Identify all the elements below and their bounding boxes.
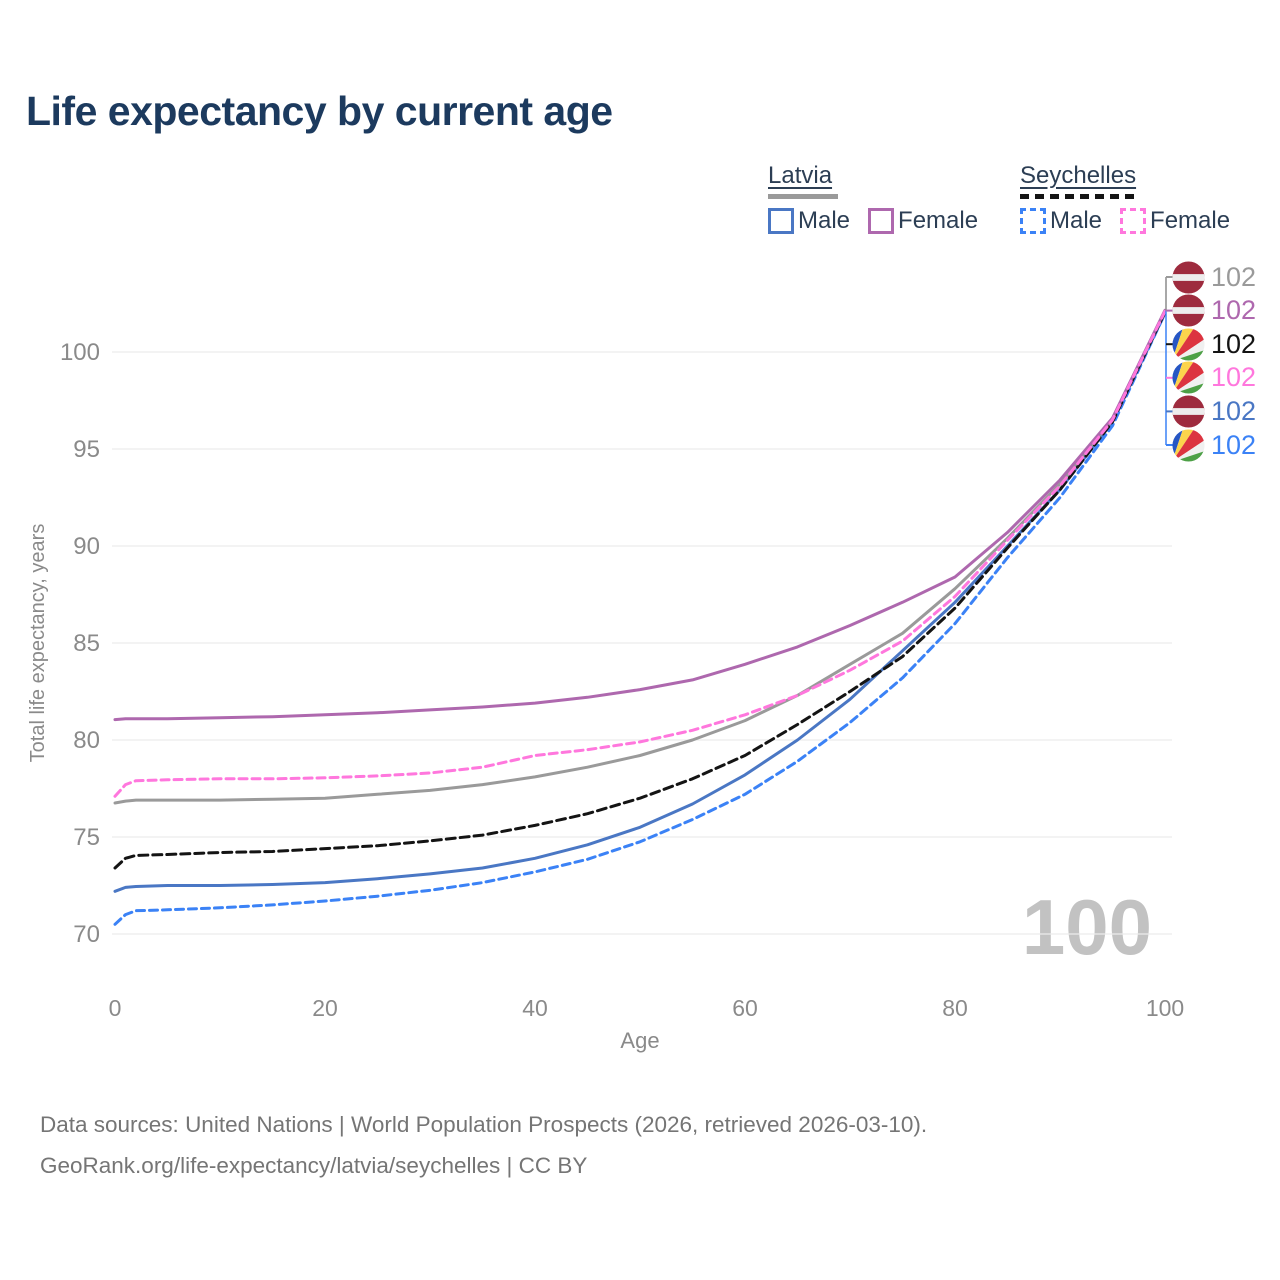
end-label-row-latvia-female: 102 bbox=[1172, 294, 1256, 328]
legend-latvia-line-sample bbox=[768, 194, 838, 199]
legend-item-label: Male bbox=[798, 207, 851, 234]
latvia-flag-icon bbox=[1172, 260, 1205, 294]
y-tick-label-70: 70 bbox=[73, 921, 100, 948]
latvia-female-swatch-icon bbox=[868, 208, 895, 234]
legend-item-latvia-male[interactable]: Male bbox=[768, 207, 850, 235]
x-tick-label-80: 80 bbox=[942, 995, 968, 1021]
series-line-seychelles-female[interactable] bbox=[113, 309, 1167, 798]
end-value: 102 bbox=[1211, 362, 1257, 393]
series-line-seychelles-male[interactable] bbox=[113, 311, 1167, 926]
x-tick-label-20: 20 bbox=[312, 995, 338, 1021]
y-tick-label-85: 85 bbox=[73, 630, 100, 657]
end-value: 102 bbox=[1211, 295, 1257, 326]
y-tick-label-95: 95 bbox=[73, 436, 100, 463]
seychelles-female-swatch-icon bbox=[1120, 208, 1147, 234]
footer-attribution: GeoRank.org/life-expectancy/latvia/seych… bbox=[40, 1153, 588, 1178]
x-tick-label-100: 100 bbox=[1146, 995, 1184, 1021]
end-value: 102 bbox=[1211, 429, 1257, 460]
end-value: 102 bbox=[1211, 395, 1257, 426]
end-label-row-latvia-total: 102 bbox=[1172, 260, 1256, 294]
legend-item-label: Male bbox=[1050, 207, 1103, 234]
end-value: 102 bbox=[1211, 261, 1257, 292]
end-label-row-seychelles-female: 102 bbox=[1172, 361, 1256, 395]
x-tick-label-40: 40 bbox=[522, 995, 548, 1021]
y-tick-label-100: 100 bbox=[60, 339, 100, 366]
series-line-seychelles-total[interactable] bbox=[113, 310, 1167, 870]
footer-sources: Data sources: United Nations | World Pop… bbox=[40, 1112, 928, 1137]
end-value: 102 bbox=[1211, 328, 1257, 359]
seychelles-flag-icon bbox=[1172, 428, 1205, 462]
series-line-latvia-total[interactable] bbox=[113, 309, 1167, 805]
legend-item-seychelles-male[interactable]: Male bbox=[1020, 207, 1102, 235]
y-axis-title: Total life expectancy, years bbox=[27, 524, 49, 763]
y-tick-label-75: 75 bbox=[73, 824, 100, 851]
end-label-row-seychelles-male: 102 bbox=[1172, 428, 1256, 462]
y-tick-label-80: 80 bbox=[73, 727, 100, 754]
seychelles-flag-icon bbox=[1172, 328, 1205, 361]
x-tick-label-60: 60 bbox=[732, 995, 758, 1021]
legend-item-label: Female bbox=[898, 207, 979, 234]
series-line-latvia-female[interactable] bbox=[113, 308, 1167, 722]
y-tick-label-90: 90 bbox=[73, 533, 100, 560]
legend-item-label: Female bbox=[1150, 207, 1231, 234]
age-counter: 100 bbox=[1021, 883, 1152, 971]
latvia-flag-icon bbox=[1172, 395, 1205, 428]
legend-item-seychelles-female[interactable]: Female bbox=[1120, 207, 1230, 235]
legend-seychelles-line-sample bbox=[1020, 194, 1138, 199]
legend-country-latvia[interactable]: Latvia bbox=[768, 162, 833, 189]
legend-country-seychelles[interactable]: Seychelles bbox=[1020, 162, 1137, 189]
page-title: Life expectancy by current age bbox=[26, 88, 613, 134]
latvia-flag-icon bbox=[1172, 294, 1205, 327]
legend-group-seychelles: Seychelles Male Female bbox=[1020, 162, 1230, 235]
latvia-male-swatch-icon bbox=[768, 208, 794, 234]
end-label-row-seychelles-total: 102 bbox=[1172, 327, 1256, 361]
legend-group-latvia: Latvia Male Female bbox=[768, 162, 978, 235]
seychelles-male-swatch-icon bbox=[1020, 208, 1046, 234]
x-tick-label-0: 0 bbox=[109, 995, 122, 1021]
footer: Data sources: United Nations | World Pop… bbox=[40, 1104, 927, 1186]
x-axis-title: Age bbox=[620, 1028, 659, 1053]
legend-item-latvia-female[interactable]: Female bbox=[868, 207, 978, 235]
end-label-row-latvia-male: 102 bbox=[1172, 394, 1256, 428]
series-line-latvia-male[interactable] bbox=[113, 311, 1167, 893]
seychelles-flag-icon bbox=[1172, 361, 1205, 394]
